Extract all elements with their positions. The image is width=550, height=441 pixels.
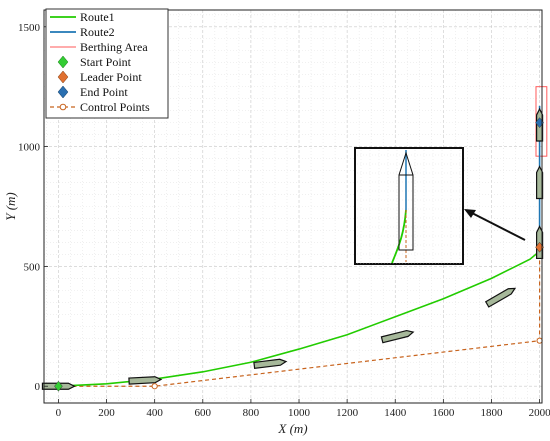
legend-label-leader-point: Leader Point <box>80 70 142 84</box>
x-tick-label: 400 <box>146 407 163 419</box>
x-tick-label: 1800 <box>480 407 503 419</box>
y-tick-label: 0 <box>35 381 41 393</box>
grid <box>44 10 542 403</box>
x-tick-label: 1000 <box>288 407 311 419</box>
x-tick-label: 800 <box>243 407 260 419</box>
plot-frame <box>43 9 543 404</box>
x-axis-label: X (m) <box>277 421 307 436</box>
zoom-inset <box>354 147 464 265</box>
y-tick-label: 1000 <box>18 142 41 154</box>
ship-hull <box>380 329 415 344</box>
inset-ship-outline <box>398 151 414 251</box>
legend-item-leader-point: Leader Point <box>57 70 142 84</box>
ship-hull <box>253 358 288 370</box>
ship-hull <box>128 376 163 385</box>
control-points-line <box>58 247 541 387</box>
ship-hull <box>484 287 517 308</box>
ship-marker <box>128 376 163 385</box>
legend-label-start-point: Start Point <box>80 55 132 69</box>
x-tick-label: 600 <box>195 407 212 419</box>
y-tick-label: 500 <box>24 261 41 273</box>
control-point <box>536 337 543 344</box>
legend-marker-control-points <box>59 103 67 111</box>
ship-marker <box>484 287 517 308</box>
legend-item-route2: Route2 <box>50 25 115 39</box>
control-point <box>151 383 158 390</box>
legend-swatch-leader-point <box>57 70 69 84</box>
legend-item-end-point: End Point <box>57 85 128 99</box>
series-line-1 <box>58 249 541 388</box>
x-tick-label: 1400 <box>384 407 407 419</box>
legend-label-berthing-area: Berthing Area <box>80 40 148 54</box>
zoom-arrow-head <box>464 209 476 218</box>
legend-item-control-points: Control Points <box>50 100 150 114</box>
legend-label-route1: Route1 <box>80 10 115 24</box>
x-tick-label: 1200 <box>336 407 359 419</box>
legend-label-control-points: Control Points <box>80 100 150 114</box>
legend-item-start-point: Start Point <box>57 55 132 69</box>
y-axis-label: Y (m) <box>3 192 18 221</box>
y-tick-label: 1500 <box>18 22 41 34</box>
ship-marker <box>380 329 415 344</box>
x-tick-label: 1600 <box>432 407 455 419</box>
inset-grid <box>357 150 461 264</box>
legend-swatch-start-point <box>57 55 69 69</box>
axis-ticks: 0 200 400 600 800 1000 1200 1400 1600 1800 2000 0 50… <box>18 22 550 419</box>
x-tick-label: 200 <box>98 407 115 419</box>
legend-label-route2: Route2 <box>80 25 115 39</box>
inset-frame <box>354 147 464 265</box>
legend-swatch-end-point <box>57 85 69 99</box>
legend-item-berthing-area: Berthing Area <box>50 40 148 54</box>
legend: Route1 Route2 Berthing Area Start Point … <box>45 8 169 119</box>
start-point-marker <box>54 380 63 392</box>
ship-marker <box>253 358 288 370</box>
legend-label-end-point: End Point <box>80 85 128 99</box>
zoom-arrow <box>469 211 526 241</box>
x-tick-label: 2000 <box>529 407 550 419</box>
x-tick-label: 0 <box>56 407 62 419</box>
berthing-area <box>535 86 548 157</box>
inset-route1-line <box>391 209 407 264</box>
legend-item-route1: Route1 <box>50 10 115 24</box>
